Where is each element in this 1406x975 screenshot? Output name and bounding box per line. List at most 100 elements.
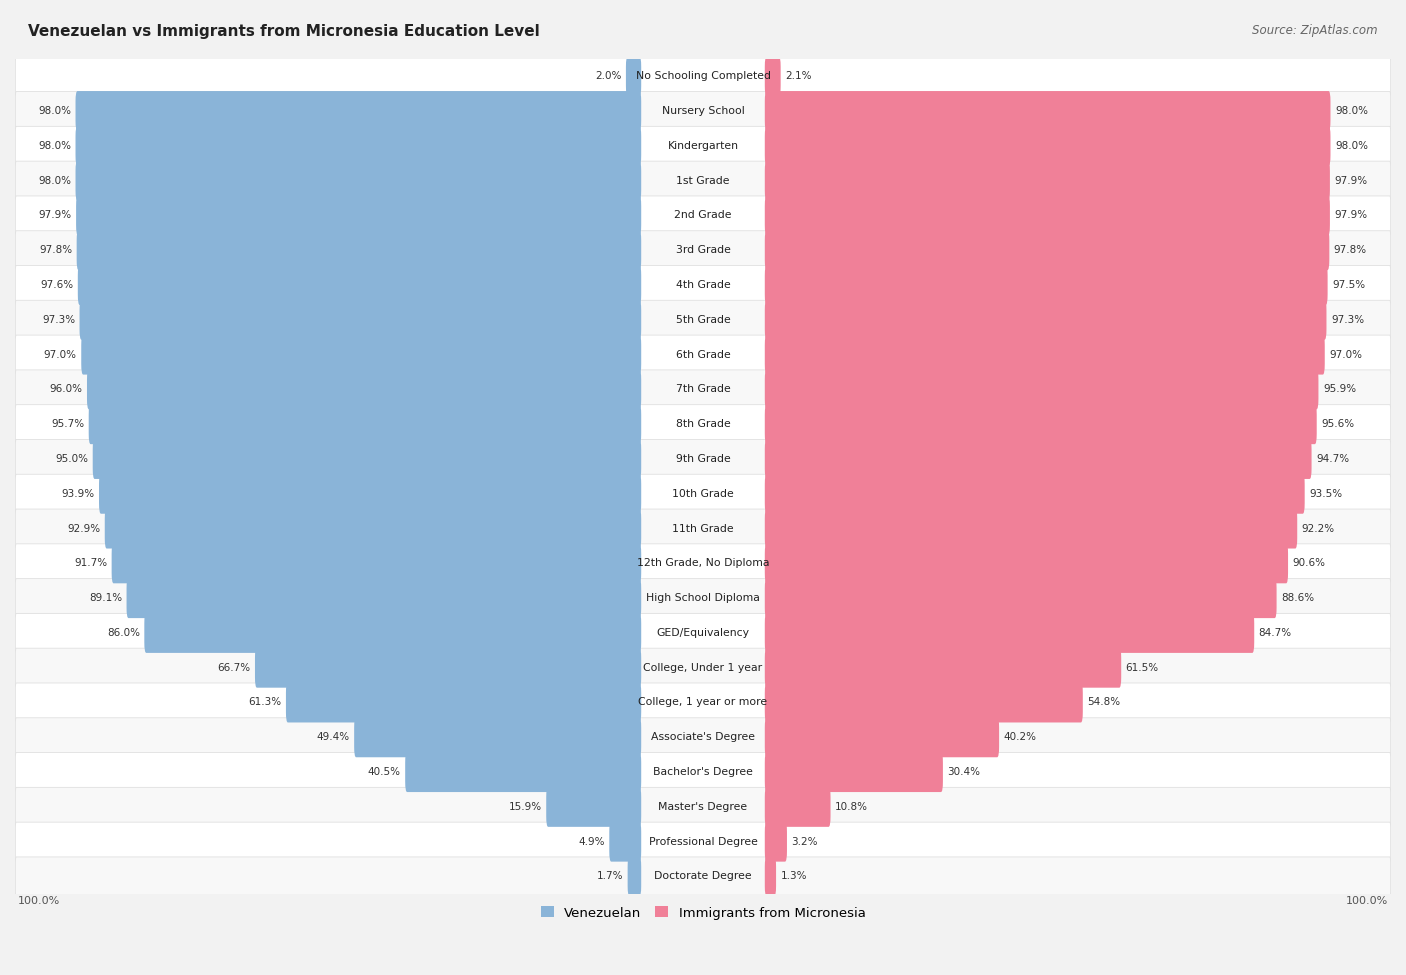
Text: 3.2%: 3.2% (792, 837, 818, 846)
FancyBboxPatch shape (627, 856, 641, 896)
FancyBboxPatch shape (15, 683, 1391, 722)
FancyBboxPatch shape (765, 370, 1319, 409)
FancyBboxPatch shape (15, 648, 1391, 687)
Text: 61.5%: 61.5% (1126, 663, 1159, 673)
FancyBboxPatch shape (765, 195, 1330, 235)
FancyBboxPatch shape (93, 439, 641, 479)
FancyBboxPatch shape (80, 299, 641, 340)
FancyBboxPatch shape (254, 647, 641, 687)
FancyBboxPatch shape (609, 822, 641, 862)
Text: 54.8%: 54.8% (1087, 697, 1121, 708)
Text: 95.0%: 95.0% (55, 454, 89, 464)
FancyBboxPatch shape (15, 231, 1391, 270)
Text: 12th Grade, No Diploma: 12th Grade, No Diploma (637, 559, 769, 568)
Text: Source: ZipAtlas.com: Source: ZipAtlas.com (1253, 24, 1378, 37)
Text: 2nd Grade: 2nd Grade (675, 211, 731, 220)
Text: 30.4%: 30.4% (948, 767, 980, 777)
Text: Master's Degree: Master's Degree (658, 801, 748, 812)
FancyBboxPatch shape (76, 91, 641, 131)
FancyBboxPatch shape (15, 544, 1391, 583)
FancyBboxPatch shape (15, 92, 1391, 131)
Text: 97.9%: 97.9% (1334, 211, 1368, 220)
FancyBboxPatch shape (765, 509, 1298, 549)
FancyBboxPatch shape (87, 370, 641, 409)
Text: 86.0%: 86.0% (107, 628, 139, 638)
Text: 98.0%: 98.0% (1334, 106, 1368, 116)
Text: 49.4%: 49.4% (316, 732, 350, 742)
FancyBboxPatch shape (765, 474, 1305, 514)
Text: 6th Grade: 6th Grade (676, 350, 730, 360)
FancyBboxPatch shape (765, 822, 787, 862)
FancyBboxPatch shape (15, 161, 1391, 200)
Text: GED/Equivalency: GED/Equivalency (657, 628, 749, 638)
FancyBboxPatch shape (405, 752, 641, 792)
FancyBboxPatch shape (15, 127, 1391, 166)
FancyBboxPatch shape (15, 370, 1391, 409)
FancyBboxPatch shape (15, 57, 1391, 96)
Text: 9th Grade: 9th Grade (676, 454, 730, 464)
Text: 92.9%: 92.9% (67, 524, 100, 533)
Text: 5th Grade: 5th Grade (676, 315, 730, 325)
FancyBboxPatch shape (15, 822, 1391, 861)
FancyBboxPatch shape (15, 613, 1391, 652)
Text: 90.6%: 90.6% (1292, 559, 1326, 568)
FancyBboxPatch shape (765, 57, 780, 97)
FancyBboxPatch shape (765, 856, 776, 896)
Text: 7th Grade: 7th Grade (676, 384, 730, 394)
Text: 95.9%: 95.9% (1323, 384, 1355, 394)
FancyBboxPatch shape (15, 578, 1391, 617)
Text: 97.9%: 97.9% (38, 211, 72, 220)
FancyBboxPatch shape (765, 439, 1312, 479)
FancyBboxPatch shape (285, 682, 641, 722)
FancyBboxPatch shape (89, 405, 641, 445)
FancyBboxPatch shape (765, 126, 1330, 166)
FancyBboxPatch shape (127, 578, 641, 618)
Text: 93.9%: 93.9% (62, 488, 94, 499)
FancyBboxPatch shape (765, 265, 1327, 305)
FancyBboxPatch shape (765, 334, 1324, 374)
FancyBboxPatch shape (765, 787, 831, 827)
Text: 40.5%: 40.5% (368, 767, 401, 777)
Text: 1.7%: 1.7% (596, 872, 623, 881)
Text: 91.7%: 91.7% (75, 559, 107, 568)
FancyBboxPatch shape (77, 230, 641, 270)
FancyBboxPatch shape (546, 787, 641, 827)
FancyBboxPatch shape (15, 440, 1391, 479)
FancyBboxPatch shape (765, 718, 1000, 758)
Text: High School Diploma: High School Diploma (647, 593, 759, 604)
FancyBboxPatch shape (15, 335, 1391, 374)
Text: 95.7%: 95.7% (51, 419, 84, 429)
FancyBboxPatch shape (765, 91, 1330, 131)
FancyBboxPatch shape (354, 718, 641, 758)
Text: 66.7%: 66.7% (218, 663, 250, 673)
Text: 88.6%: 88.6% (1281, 593, 1315, 604)
FancyBboxPatch shape (15, 474, 1391, 513)
FancyBboxPatch shape (765, 682, 1083, 722)
Text: 98.0%: 98.0% (1334, 140, 1368, 151)
Text: 97.0%: 97.0% (1329, 350, 1362, 360)
Text: 1st Grade: 1st Grade (676, 176, 730, 185)
FancyBboxPatch shape (15, 196, 1391, 235)
FancyBboxPatch shape (76, 161, 641, 201)
FancyBboxPatch shape (98, 474, 641, 514)
FancyBboxPatch shape (765, 613, 1254, 653)
Text: 8th Grade: 8th Grade (676, 419, 730, 429)
Text: 96.0%: 96.0% (49, 384, 83, 394)
Text: 10.8%: 10.8% (835, 801, 868, 812)
Text: 97.5%: 97.5% (1331, 280, 1365, 290)
Text: 84.7%: 84.7% (1258, 628, 1292, 638)
Text: Associate's Degree: Associate's Degree (651, 732, 755, 742)
Text: 98.0%: 98.0% (38, 140, 72, 151)
Text: 97.3%: 97.3% (1331, 315, 1364, 325)
Text: 1.3%: 1.3% (780, 872, 807, 881)
FancyBboxPatch shape (15, 718, 1391, 757)
FancyBboxPatch shape (15, 753, 1391, 792)
Text: 93.5%: 93.5% (1309, 488, 1343, 499)
Text: 4.9%: 4.9% (578, 837, 605, 846)
Text: 15.9%: 15.9% (509, 801, 541, 812)
Text: 98.0%: 98.0% (38, 106, 72, 116)
Text: Venezuelan vs Immigrants from Micronesia Education Level: Venezuelan vs Immigrants from Micronesia… (28, 24, 540, 39)
FancyBboxPatch shape (15, 788, 1391, 827)
FancyBboxPatch shape (765, 230, 1329, 270)
Text: 92.2%: 92.2% (1302, 524, 1334, 533)
